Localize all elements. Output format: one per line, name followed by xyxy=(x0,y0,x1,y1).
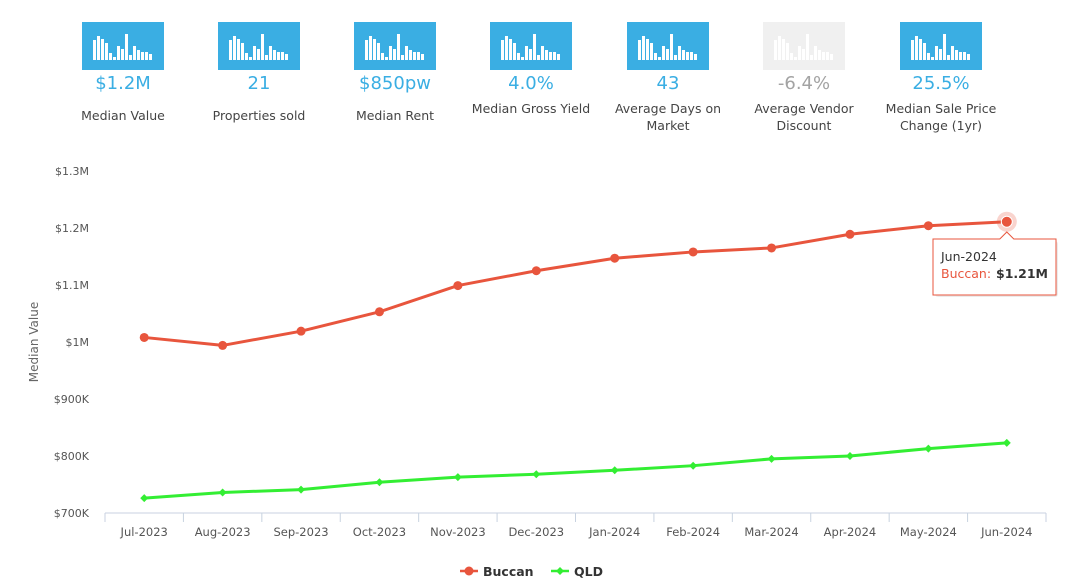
stat-value: 43 xyxy=(656,73,680,94)
data-point-qld[interactable] xyxy=(532,470,541,479)
stat-value: $1.2M xyxy=(95,73,151,94)
y-tick-label: $1.1M xyxy=(55,279,89,292)
data-point-buccan[interactable] xyxy=(923,221,933,231)
median-value-line-chart: $700K $800K $900K $1M $1.1M $1.2M $1.3M Median … xyxy=(27,165,1058,579)
stat-label: Median Sale Price Change (1yr) xyxy=(885,101,997,133)
stat-median-value[interactable]: $1.2M Median Value xyxy=(55,22,191,124)
stat-average-vendor-discount[interactable]: -6.4% Average Vendor Discount xyxy=(736,22,872,134)
stat-value: 4.0% xyxy=(508,73,554,94)
data-point-qld[interactable] xyxy=(297,485,306,494)
x-tick-label: Jun-2024 xyxy=(980,525,1032,539)
bar-chart-icon xyxy=(218,22,300,70)
y-tick-label: $1M xyxy=(66,336,90,349)
bar-chart-icon xyxy=(354,22,436,70)
x-tick-label: Apr-2024 xyxy=(824,525,877,539)
x-tick-label: Jul-2023 xyxy=(120,525,168,539)
data-point-buccan[interactable] xyxy=(845,229,855,239)
stat-median-sale-price-change[interactable]: 25.5% Median Sale Price Change (1yr) xyxy=(873,22,1009,134)
data-point-buccan[interactable] xyxy=(453,281,463,291)
data-point-qld[interactable] xyxy=(218,488,227,497)
data-point-qld[interactable] xyxy=(610,466,619,475)
x-tick-label: Mar-2024 xyxy=(744,525,798,539)
data-point-qld[interactable] xyxy=(845,452,854,460)
bar-chart-icon xyxy=(763,22,845,70)
stat-value: 21 xyxy=(247,73,271,94)
stat-value: -6.4% xyxy=(777,73,831,94)
data-point-buccan[interactable] xyxy=(610,253,620,263)
bar-chart-icon xyxy=(900,22,982,70)
data-point-buccan[interactable] xyxy=(531,266,541,276)
legend-marker-qld[interactable] xyxy=(556,567,564,575)
stat-value: 25.5% xyxy=(912,73,970,94)
y-tick-label: $900K xyxy=(54,393,90,406)
data-point-buccan[interactable] xyxy=(688,247,698,257)
stat-label: Median Value xyxy=(81,108,165,123)
x-tick-label: May-2024 xyxy=(900,525,957,539)
tooltip-date: Jun-2024 xyxy=(940,249,997,264)
x-tick-label: Aug-2023 xyxy=(195,525,251,539)
stat-average-days-on-market[interactable]: 43 Average Days on Market xyxy=(600,22,736,134)
stat-label: Average Vendor Discount xyxy=(754,101,854,133)
stat-label: Median Gross Yield xyxy=(471,101,591,116)
tooltip-box xyxy=(932,231,1057,296)
stat-median-rent[interactable]: $850pw Median Rent xyxy=(327,22,463,124)
data-point-qld[interactable] xyxy=(453,473,462,482)
x-tick-label: Oct-2023 xyxy=(353,525,406,539)
hovered-data-point[interactable] xyxy=(1000,215,1013,228)
bar-chart-icon xyxy=(490,22,572,70)
data-point-buccan[interactable] xyxy=(374,307,384,317)
data-point-qld[interactable] xyxy=(140,494,149,503)
x-tick-label: Nov-2023 xyxy=(430,525,486,539)
stats-row: $1.2M Median Value 21 Properties sold $8… xyxy=(0,0,1075,140)
tooltip-value: $1.21M xyxy=(996,266,1048,281)
data-point-buccan[interactable] xyxy=(139,332,149,342)
x-tick-label: Feb-2024 xyxy=(666,525,720,539)
stat-label: Average Days on Market xyxy=(614,101,722,133)
stat-median-gross-yield[interactable]: 4.0% Median Gross Yield xyxy=(463,22,599,117)
stat-label: Median Rent xyxy=(355,108,435,123)
y-tick-label: $1.3M xyxy=(55,165,89,178)
y-tick-label: $1.2M xyxy=(55,222,89,235)
stat-label: Properties sold xyxy=(212,108,306,123)
stat-properties-sold[interactable]: 21 Properties sold xyxy=(191,22,327,124)
tooltip-series-name: Buccan: xyxy=(941,266,991,281)
series-line-qld[interactable] xyxy=(142,441,1009,500)
data-point-buccan[interactable] xyxy=(296,326,306,336)
bar-chart-icon xyxy=(82,22,164,70)
data-point-buccan[interactable] xyxy=(767,243,777,253)
x-tick-label: Dec-2023 xyxy=(508,525,564,539)
data-point-qld[interactable] xyxy=(924,444,933,453)
data-point-qld[interactable] xyxy=(1002,438,1011,447)
stat-value: $850pw xyxy=(359,73,431,94)
series-line-buccan[interactable] xyxy=(142,220,1009,347)
legend-marker-buccan[interactable] xyxy=(464,566,474,576)
data-point-qld[interactable] xyxy=(689,461,698,470)
y-axis-title: Median Value xyxy=(27,302,41,382)
legend-label-buccan: Buccan xyxy=(483,564,534,579)
bar-chart-icon xyxy=(627,22,709,70)
y-tick-label: $800K xyxy=(54,450,90,463)
data-point-qld[interactable] xyxy=(375,478,384,487)
x-tick-label: Sep-2023 xyxy=(273,525,328,539)
legend-label-qld: QLD xyxy=(574,564,603,579)
data-point-qld[interactable] xyxy=(767,454,776,463)
data-point-buccan[interactable] xyxy=(218,340,228,350)
y-tick-label: $700K xyxy=(54,507,90,520)
x-tick-label: Jan-2024 xyxy=(588,525,640,539)
